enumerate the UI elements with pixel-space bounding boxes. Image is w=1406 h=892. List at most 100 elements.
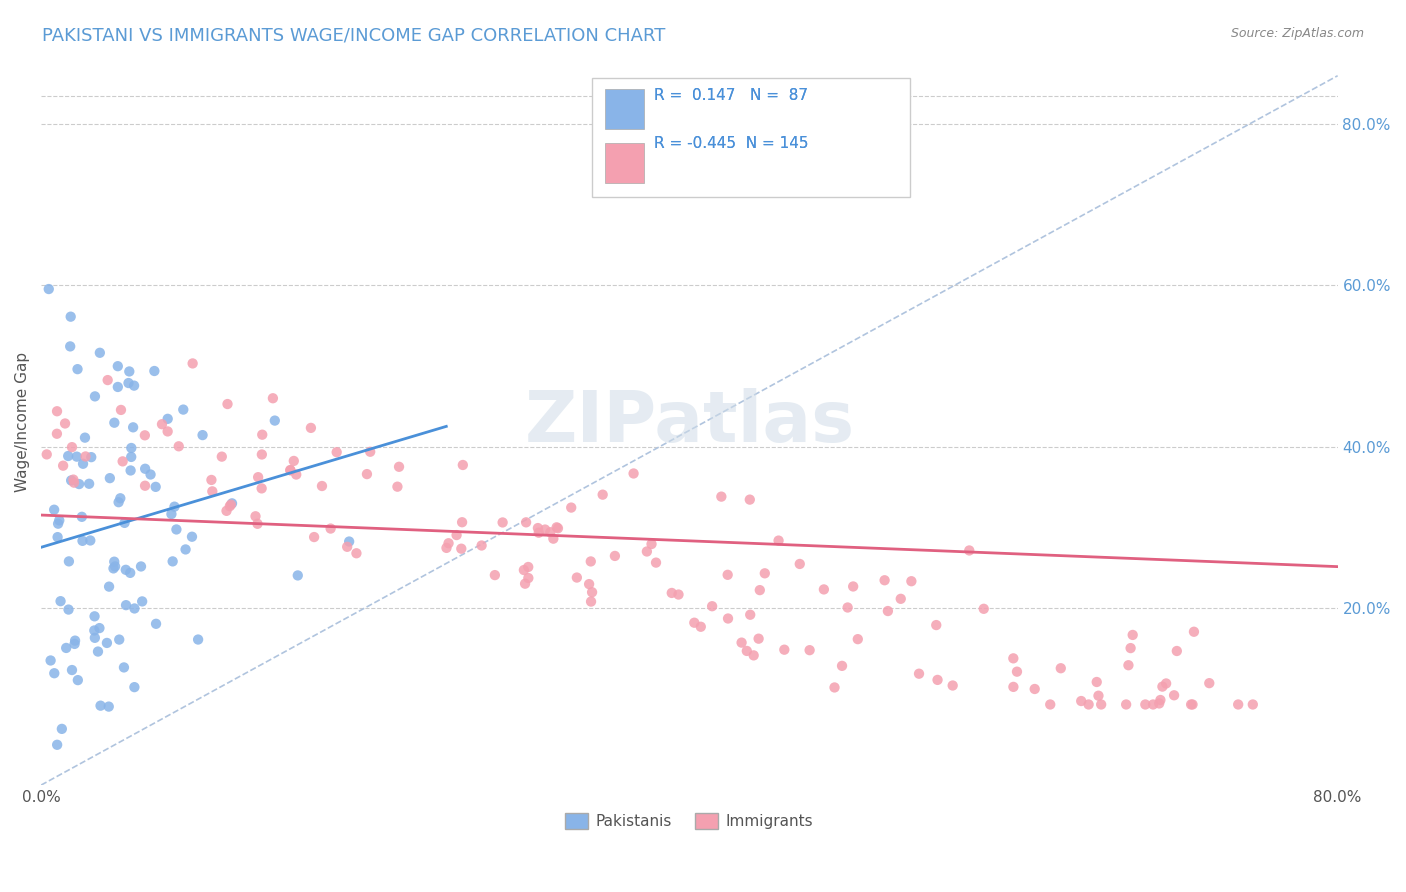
Point: [143, 364, 166, 378]
Point: [174, 542, 197, 557]
Point: [842, 579, 865, 593]
Point: [538, 525, 561, 540]
Point: [145, 480, 167, 494]
Point: [311, 479, 333, 493]
Point: [217, 397, 239, 411]
Point: [98, 471, 121, 485]
Point: [636, 544, 658, 558]
Point: [831, 658, 853, 673]
Point: [165, 523, 187, 537]
Point: [337, 534, 360, 549]
Point: [1152, 680, 1174, 694]
Point: [83, 631, 105, 645]
Point: [60, 440, 83, 454]
Point: [87, 644, 110, 658]
Text: PAKISTANI VS IMMIGRANTS WAGE/INCOME GAP CORRELATION CHART: PAKISTANI VS IMMIGRANTS WAGE/INCOME GAP …: [42, 27, 665, 45]
Point: [124, 601, 146, 615]
Point: [325, 445, 347, 459]
Point: [1149, 693, 1171, 707]
Point: [103, 561, 125, 575]
Point: [181, 530, 204, 544]
Point: [156, 425, 179, 439]
FancyBboxPatch shape: [605, 88, 644, 128]
Point: [527, 525, 550, 540]
Point: [83, 624, 105, 638]
Point: [491, 516, 513, 530]
Point: [122, 420, 145, 434]
Text: R = -0.445  N = 145: R = -0.445 N = 145: [654, 136, 808, 151]
Point: [1142, 698, 1164, 712]
Point: [63, 475, 86, 490]
Point: [97, 699, 120, 714]
Point: [546, 520, 568, 534]
Point: [789, 557, 811, 571]
Point: [187, 632, 209, 647]
Point: [167, 439, 190, 453]
Point: [890, 591, 912, 606]
Point: [246, 516, 269, 531]
FancyBboxPatch shape: [605, 143, 644, 183]
Point: [873, 574, 896, 588]
Point: [1122, 628, 1144, 642]
Point: [134, 479, 156, 493]
Point: [98, 580, 121, 594]
Point: [748, 583, 770, 598]
Point: [59, 310, 82, 324]
Point: [60, 474, 83, 488]
Point: [72, 533, 94, 548]
Point: [211, 450, 233, 464]
Point: [513, 563, 536, 577]
Point: [278, 463, 301, 477]
Point: [534, 523, 557, 537]
Point: [51, 722, 73, 736]
Point: [245, 509, 267, 524]
Point: [287, 568, 309, 582]
Point: [527, 521, 550, 535]
Point: [689, 620, 711, 634]
Point: [172, 402, 194, 417]
Point: [603, 549, 626, 563]
Point: [247, 470, 270, 484]
Point: [111, 454, 134, 468]
Point: [221, 496, 243, 510]
Point: [107, 380, 129, 394]
Point: [66, 362, 89, 376]
Point: [90, 698, 112, 713]
Point: [48, 513, 70, 527]
Point: [120, 441, 142, 455]
Point: [437, 536, 460, 550]
Point: [837, 600, 859, 615]
Point: [150, 417, 173, 432]
Point: [46, 516, 69, 531]
Text: ZIPatlas: ZIPatlas: [524, 388, 855, 457]
Point: [110, 491, 132, 506]
Point: [58, 554, 80, 568]
Point: [1070, 694, 1092, 708]
Point: [283, 454, 305, 468]
Point: [1182, 624, 1205, 639]
Point: [56, 449, 79, 463]
Point: [163, 500, 186, 514]
Text: Source: ZipAtlas.com: Source: ZipAtlas.com: [1230, 27, 1364, 40]
Point: [201, 484, 224, 499]
Point: [717, 567, 740, 582]
Point: [107, 495, 129, 509]
Point: [250, 448, 273, 462]
Point: [299, 421, 322, 435]
Point: [263, 414, 285, 428]
Point: [80, 450, 103, 465]
Point: [46, 404, 69, 418]
Point: [103, 555, 125, 569]
Point: [96, 636, 118, 650]
Point: [735, 644, 758, 658]
Point: [285, 467, 308, 482]
Point: [73, 431, 96, 445]
Point: [45, 426, 67, 441]
Point: [579, 594, 602, 608]
Point: [77, 476, 100, 491]
Point: [1154, 676, 1177, 690]
Point: [1005, 665, 1028, 679]
Point: [1024, 681, 1046, 696]
Point: [63, 633, 86, 648]
Point: [191, 428, 214, 442]
